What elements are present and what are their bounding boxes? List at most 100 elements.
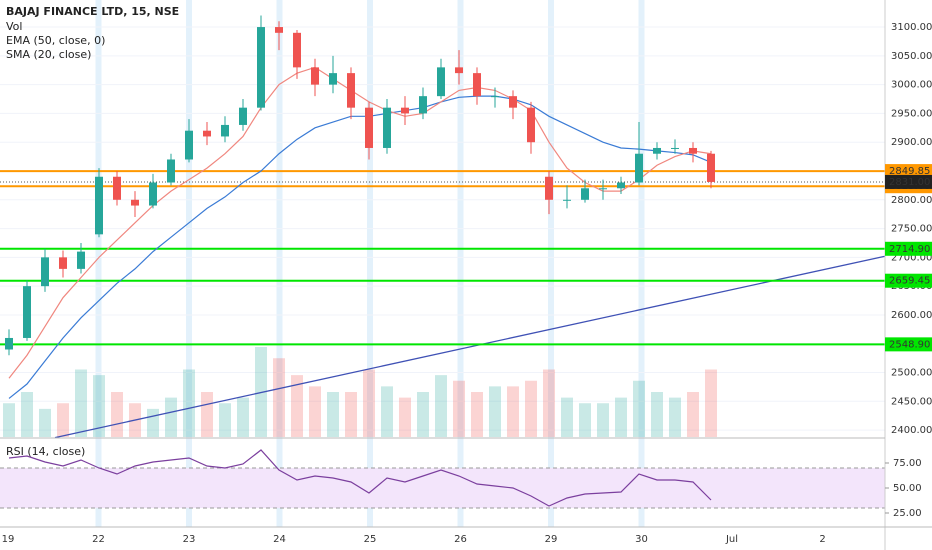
volume-bar (93, 375, 105, 437)
legend-sma: SMA (20, close) (6, 48, 91, 61)
volume-bar (435, 375, 447, 437)
session-band (276, 0, 283, 527)
ema-line (8, 95, 712, 399)
volume-bar (399, 397, 411, 437)
y-tick-label: 2600.00 (891, 310, 932, 321)
volume-bar (507, 386, 519, 437)
volume-bar (561, 397, 573, 437)
candle-body (203, 130, 211, 137)
candle-body (311, 67, 319, 85)
x-tick-label: 19 (2, 534, 15, 545)
candle-body (275, 27, 283, 33)
candle-body (491, 96, 499, 98)
volume-bar (201, 392, 213, 437)
x-tick-label: 25 (364, 534, 377, 545)
candle-body (635, 153, 643, 183)
volume-bar (381, 386, 393, 437)
volume-bar (579, 403, 591, 437)
volume-bar (543, 369, 555, 437)
session-bands (95, 0, 645, 527)
candle-body (563, 199, 571, 201)
level-label-box (885, 273, 932, 288)
y-tick-label: 2700.00 (891, 252, 932, 263)
volume-bar (633, 380, 645, 437)
volume-bar (147, 408, 159, 437)
candle-body (437, 67, 445, 97)
y-tick-label: 2900.00 (891, 137, 932, 148)
sma-line (8, 66, 712, 379)
volume-bar (3, 403, 15, 437)
y-tick-label: 2400.00 (891, 425, 932, 436)
candle-body (419, 96, 427, 114)
candle-body (527, 107, 535, 143)
candle-body (293, 32, 301, 68)
volume-bar (597, 403, 609, 437)
candle-body (239, 107, 247, 125)
level-label-box (885, 241, 932, 256)
x-tick-label: 2 (819, 534, 825, 545)
candle-body (599, 188, 607, 190)
candle-body (95, 176, 103, 235)
y-tick-label: 2450.00 (891, 396, 932, 407)
rsi-tick-label: 50.00 (893, 483, 922, 494)
y-tick-label: 3100.00 (891, 22, 932, 33)
level-label: 2714.90 (889, 244, 930, 255)
candle-body (617, 182, 625, 189)
volume-bar (183, 369, 195, 437)
x-tick-label: 29 (545, 534, 558, 545)
x-tick-label: 22 (92, 534, 105, 545)
last-price-box (885, 174, 932, 189)
volume-bar (237, 397, 249, 437)
last-price-label: 2831.00 (889, 177, 930, 188)
candle-body (5, 337, 13, 350)
candle-body (509, 96, 517, 108)
candle-body (113, 176, 121, 200)
y-tick-label: 3000.00 (891, 80, 932, 91)
volume-bar (471, 392, 483, 437)
volume-bar (417, 392, 429, 437)
legend-ema: EMA (50, close, 0) (6, 34, 105, 47)
y-tick-label: 2500.00 (891, 368, 932, 379)
candle-body (671, 147, 679, 149)
x-tick-label: 26 (454, 534, 467, 545)
rsi-tick-label: 25.00 (893, 508, 922, 519)
candle-body (257, 27, 265, 108)
candle-body (77, 251, 85, 269)
candle-body (473, 73, 481, 97)
volume-bar (453, 380, 465, 437)
candle-body (221, 124, 229, 137)
session-band (638, 0, 645, 527)
volume-bar (327, 392, 339, 437)
session-band (186, 0, 192, 527)
candle-body (455, 67, 463, 74)
level-label-box (885, 337, 932, 352)
volume-bar (489, 386, 501, 437)
candle-body (41, 257, 49, 287)
candle-body (689, 147, 697, 154)
volume-bar (75, 369, 87, 437)
candle-body (347, 73, 355, 108)
candle-body (131, 199, 139, 206)
candle-body (383, 107, 391, 148)
level-label-box (885, 164, 932, 179)
candle-body (167, 159, 175, 183)
candle-body (185, 130, 193, 160)
y-tick-label: 2800.00 (891, 195, 932, 206)
volume-bar (111, 392, 123, 437)
x-tick-label: 24 (273, 534, 286, 545)
y-tick-label: 3050.00 (891, 51, 932, 62)
volume-bar (651, 392, 663, 437)
candle-body (149, 182, 157, 206)
volume-bar (525, 380, 537, 437)
grid (0, 26, 885, 509)
volume-bar (309, 386, 321, 437)
trendline (54, 255, 886, 439)
level-label: 2659.45 (889, 276, 930, 287)
volume-bar (39, 408, 51, 437)
candle-body (707, 153, 715, 182)
marks (0, 15, 886, 507)
candle-body (401, 107, 409, 114)
level-label: 2548.90 (889, 339, 930, 350)
session-band (95, 0, 102, 527)
